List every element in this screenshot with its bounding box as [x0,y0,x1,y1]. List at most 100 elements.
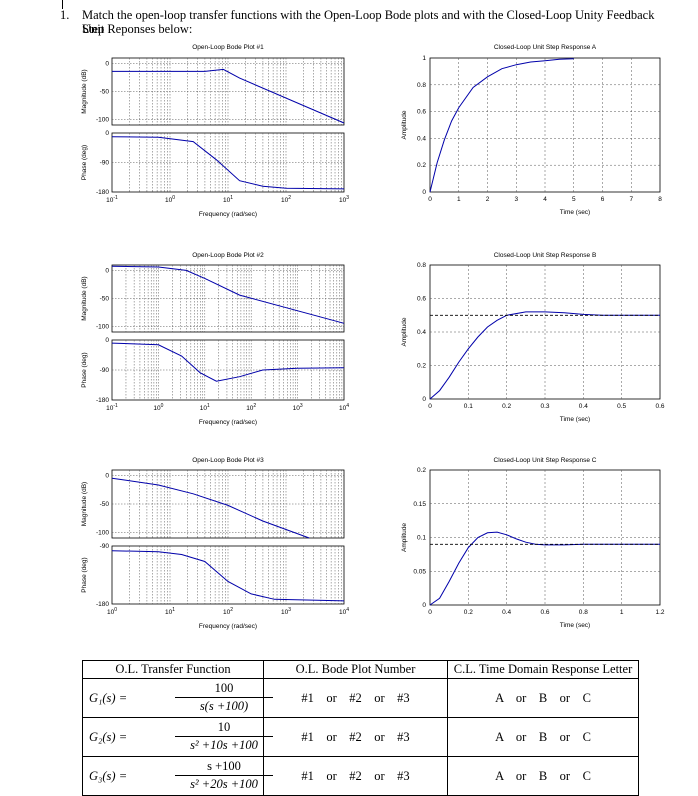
bode-x-tick-label: 104 [339,403,349,412]
bode-x-tick-label: 102 [246,403,256,412]
step-y-axis-label: Amplitude [401,110,408,139]
step-x-axis-label: Time (sec) [560,209,590,216]
bode-x-axis-label: Frequency (rad/sec) [199,623,257,630]
bode-x-tick-label: 103 [293,403,303,412]
tf-numerator: 100 [214,681,234,695]
bode-choice[interactable]: #1 or #2 or #3 [263,717,448,757]
table-row: G₂(s) = 10 s² +10s +100 #1 or #2 or #3 A o… [82,717,639,757]
step-x-tick-label: 4 [543,196,547,203]
mag-tick-label: 0 [105,267,109,274]
bode-x-axis-label: Frequency (rad/sec) [199,419,257,426]
step-x-tick-label: 0.6 [655,403,664,410]
step-x-tick-label: 0.4 [502,609,511,616]
bode-title: Open-Loop Bode Plot #2 [192,252,264,259]
bode-phase-curve [111,136,345,190]
bode-phase-axes [111,132,345,193]
bode-choice[interactable]: #1 or #2 or #3 [263,756,448,796]
tf-denominator: s² +10s +100 [190,738,258,752]
step-y-tick-label: 0.6 [417,296,426,303]
bode-title: Open-Loop Bode Plot #3 [192,457,264,464]
mag-tick-label: -50 [100,296,110,303]
bode-phase-axes [111,339,345,401]
step-y-tick-label: 0.4 [417,329,426,336]
response-choice[interactable]: A or B or C [447,717,639,757]
step-x-tick-label: 0.1 [464,403,473,410]
answer-table: O.L. Transfer Function O.L. Bode Plot Nu… [82,660,639,796]
step-y-tick-label: 0.2 [417,162,426,169]
step-y-axis-label: Amplitude [401,317,408,346]
bode-x-tick-label: 102 [281,195,291,204]
header-response-letter: C.L. Time Domain Response Letter [447,660,639,679]
step-y-tick-label: 1 [422,55,426,62]
bode-x-tick-label: 100 [153,403,163,412]
step-x-axis-label: Time (sec) [560,416,590,423]
bode-x-tick-label: 103 [339,195,349,204]
mag-tick-label: 0 [105,472,109,479]
tf-numerator: 10 [217,720,231,734]
phase-tick-label: -180 [96,601,109,608]
bode-mag-curve [112,68,345,124]
step-response-curve [429,58,574,193]
mag-tick-label: -100 [96,324,109,331]
phase-tick-label: -90 [100,543,110,550]
bode-x-tick-label: 100 [107,607,117,616]
bode-x-tick-label: 101 [165,607,175,616]
step-x-tick-label: 1.2 [655,609,664,616]
bode-phase-curve [111,550,345,602]
step-x-tick-label: 2 [486,196,490,203]
step-x-tick-label: 0.8 [579,609,588,616]
mag-axis-label: Magnitude (dB) [81,276,88,320]
bode-mag-curve [111,477,310,539]
step-y-tick-label: 0.6 [417,109,426,116]
mag-tick-label: -100 [96,117,109,124]
tf-denominator: s(s +100) [199,699,249,713]
step-x-tick-label: 0.6 [540,609,549,616]
tf-denominator: s² +20s +100 [190,777,258,791]
bode-x-tick-label: 104 [339,607,349,616]
step-x-tick-label: 0 [428,609,432,616]
tf-numerator: s +100 [207,759,241,773]
bode-x-tick-label: 10-1 [106,195,118,204]
bode-x-axis-label: Frequency (rad/sec) [199,211,257,218]
phase-tick-label: -90 [100,160,110,167]
mag-axis-label: Magnitude (dB) [81,69,88,113]
tf-lhs: G₂(s) = [89,730,128,744]
phase-tick-label: -180 [96,397,109,404]
bode-choice[interactable]: #1 or #2 or #3 [263,678,448,718]
step-x-tick-label: 0.4 [579,403,588,410]
bode-x-tick-label: 100 [165,195,175,204]
step-x-tick-label: 0.2 [502,403,511,410]
step-y-tick-label: 0 [422,602,426,609]
phase-tick-label: -180 [96,189,109,196]
step-x-tick-label: 3 [514,196,518,203]
step-x-axis-label: Time (sec) [560,622,590,629]
phase-axis-label: Phase (deg) [81,557,88,592]
step-x-tick-label: 6 [601,196,605,203]
step-y-tick-label: 0.2 [417,363,426,370]
header-bode-plot-number: O.L. Bode Plot Number [263,660,448,679]
phase-axis-label: Phase (deg) [81,352,88,387]
step-title: Closed-Loop Unit Step Response C [494,457,597,464]
step-x-tick-label: 1 [457,196,461,203]
response-choice[interactable]: A or B or C [447,756,639,796]
phase-axis-label: Phase (deg) [81,145,88,180]
step-y-tick-label: 0.4 [417,135,426,142]
table-row: G₁(s) = 100 s(s +100) #1 or #2 or #3 A or … [82,678,639,718]
step-y-axis-label: Amplitude [401,523,408,552]
bode-mag-curve [111,265,345,324]
question-line-1: Match the open-loop transfer functions w… [82,8,655,36]
step-x-tick-label: 8 [658,196,662,203]
step-y-tick-label: 0.8 [417,82,426,89]
mag-tick-label: -50 [100,501,110,508]
step-x-tick-label: 5 [572,196,576,203]
response-choice[interactable]: A or B or C [447,678,639,718]
plots-figure: Open-Loop Bode Plot #1 0 -50 -100 Magnitude … [81,44,665,630]
phase-tick-label: -90 [100,367,110,374]
phase-tick-label: 0 [105,130,109,137]
bode-x-tick-label: 101 [200,403,210,412]
bode-title: Open-Loop Bode Plot #1 [192,44,264,51]
question-number: 1. [60,8,70,22]
step-x-tick-label: 0 [428,196,432,203]
bode-x-tick-label: 103 [281,607,291,616]
bode-x-tick-label: 102 [223,607,233,616]
